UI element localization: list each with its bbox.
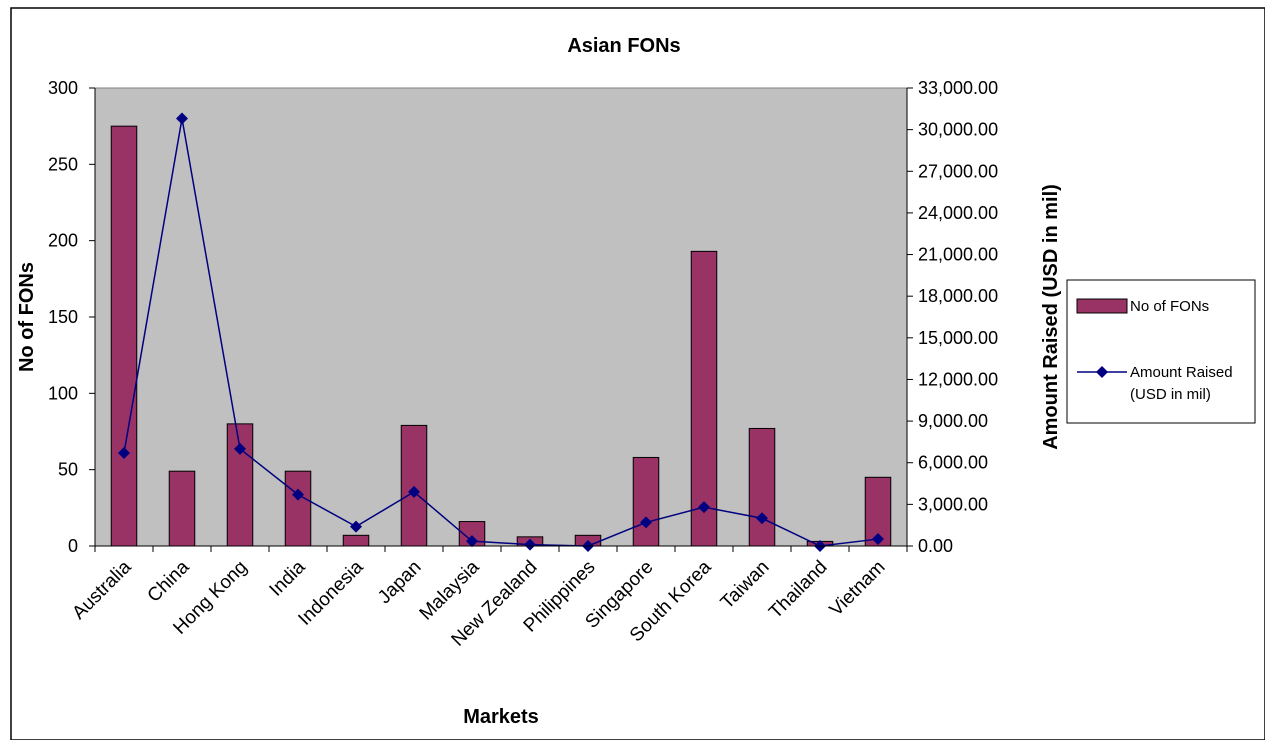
amount-point-malaysia xyxy=(466,535,478,548)
bar-taiwan xyxy=(748,427,776,547)
y2-tick-label: 0.00 xyxy=(918,536,953,556)
bar-australia xyxy=(110,125,138,547)
amount-point-hong-kong xyxy=(234,442,246,455)
legend-swatch-bars xyxy=(1076,298,1128,314)
y-axis-title: No of FONs xyxy=(16,262,38,372)
y2-tick-label: 30,000.00 xyxy=(918,120,998,140)
y-tick-label: 100 xyxy=(48,383,78,403)
y-tick-label: 50 xyxy=(58,460,78,480)
legend-label-amount-line1: Amount Raised xyxy=(1130,364,1233,381)
bar-south-korea xyxy=(690,250,718,547)
legend-marker-amount xyxy=(1096,366,1108,378)
y2-tick-label: 21,000.00 xyxy=(918,245,998,265)
amount-line xyxy=(123,118,879,547)
amount-point-taiwan xyxy=(756,512,768,525)
y2-tick-label: 15,000.00 xyxy=(918,328,998,348)
y2-tick-label: 12,000.00 xyxy=(918,369,998,389)
y2-tick-label: 27,000.00 xyxy=(918,161,998,181)
y2-tick-label: 3,000.00 xyxy=(918,494,988,514)
y-tick-label: 150 xyxy=(48,307,78,327)
y2-tick-label: 6,000.00 xyxy=(918,453,988,473)
y-tick-label: 300 xyxy=(48,78,78,98)
y2-tick-label: 18,000.00 xyxy=(918,286,998,306)
amount-point-south-korea xyxy=(698,501,710,514)
amount-point-new-zealand xyxy=(524,538,536,551)
bar-india xyxy=(284,470,312,547)
x-axis-title: Markets xyxy=(463,706,539,728)
amount-point-indonesia xyxy=(350,520,362,533)
amount-point-australia xyxy=(118,447,130,460)
legend-label-amount: Amount Raised (USD in mil) xyxy=(1130,364,1237,403)
amount-point-china xyxy=(176,112,188,125)
y2-tick-label: 24,000.00 xyxy=(918,203,998,223)
y2-axis-title: Amount Raised (USD in mil) xyxy=(1040,184,1062,450)
amount-point-india xyxy=(292,488,304,501)
amount-point-singapore xyxy=(640,516,652,529)
legend: No of FONs Amount Raised (USD in mil) xyxy=(1066,279,1256,424)
chart-title: Asian FONs xyxy=(567,35,680,57)
bar-hong-kong xyxy=(226,423,254,547)
bar-china xyxy=(168,470,196,547)
y-tick-label: 200 xyxy=(48,231,78,251)
bar-japan xyxy=(400,424,428,547)
bar-singapore xyxy=(632,456,660,547)
amount-point-vietnam xyxy=(872,533,884,546)
legend-label-bars: No of FONs xyxy=(1130,298,1209,315)
y-tick-label: 250 xyxy=(48,154,78,174)
bar-indonesia xyxy=(342,534,370,547)
amount-point-japan xyxy=(408,485,420,498)
y-tick-label: 0 xyxy=(68,536,78,556)
y2-tick-label: 33,000.00 xyxy=(918,78,998,98)
legend-label-amount-line2: (USD in mil) xyxy=(1130,386,1211,403)
y2-tick-label: 9,000.00 xyxy=(918,411,988,431)
